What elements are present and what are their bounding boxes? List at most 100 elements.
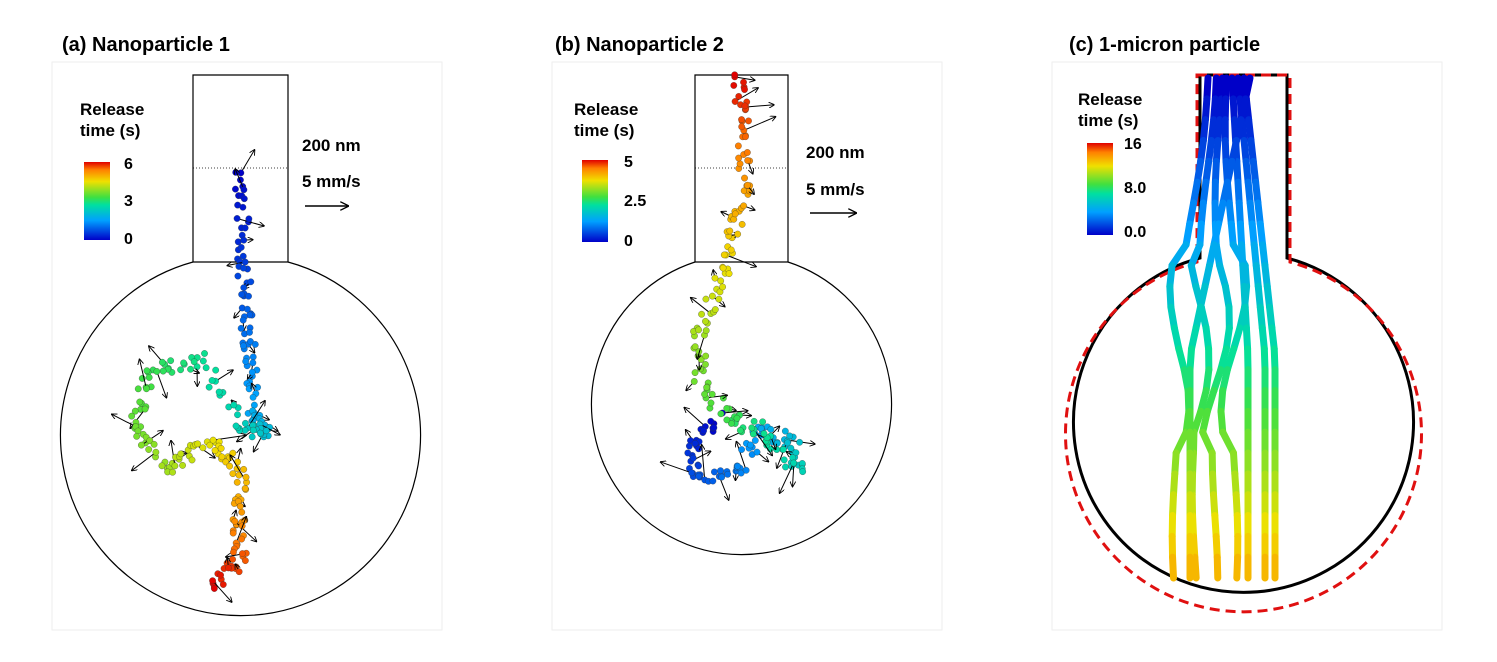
particle-streamtube bbox=[1230, 324, 1244, 353]
particle-streamtube bbox=[1190, 178, 1201, 207]
particle-streamtube bbox=[1223, 345, 1238, 374]
trajectory-b bbox=[660, 71, 815, 501]
particle-position bbox=[190, 358, 198, 366]
particle-position bbox=[248, 368, 256, 376]
particle-position bbox=[781, 427, 789, 435]
particle-position bbox=[736, 160, 744, 168]
particle-streamtube bbox=[1202, 366, 1213, 394]
particle-position bbox=[229, 556, 236, 563]
particle-position bbox=[208, 377, 216, 384]
particle-position bbox=[230, 548, 237, 556]
particle-position bbox=[695, 472, 703, 480]
particle-position bbox=[773, 439, 781, 447]
velocity-arrow bbox=[684, 407, 706, 427]
particle-position bbox=[799, 468, 807, 475]
particle-position bbox=[242, 557, 249, 564]
particle-position bbox=[734, 462, 742, 470]
particle-position bbox=[251, 341, 259, 348]
colorbar-c-mid: 8.0 bbox=[1124, 180, 1147, 197]
velocity-arrow bbox=[691, 298, 712, 314]
particle-position bbox=[702, 352, 710, 360]
particle-position bbox=[738, 116, 745, 123]
colorbar-c bbox=[1087, 143, 1113, 235]
particle-position bbox=[234, 201, 241, 209]
particle-position bbox=[217, 445, 225, 452]
particle-position bbox=[749, 430, 757, 438]
particle-position bbox=[701, 390, 708, 398]
particle-position bbox=[748, 424, 756, 432]
particle-position bbox=[188, 456, 196, 464]
particle-position bbox=[247, 278, 255, 286]
particle-position bbox=[136, 398, 144, 406]
particle-position bbox=[146, 437, 154, 445]
velocity-arrow bbox=[212, 580, 232, 602]
particle-position bbox=[719, 283, 726, 291]
particle-position bbox=[750, 417, 758, 425]
particle-position bbox=[249, 353, 257, 361]
particle-position bbox=[700, 427, 707, 435]
particle-position bbox=[760, 430, 768, 438]
particle-position bbox=[747, 441, 754, 449]
particle-streamtube bbox=[1210, 220, 1222, 249]
particle-position bbox=[691, 440, 699, 447]
particle-position bbox=[725, 270, 733, 277]
particle-position bbox=[697, 365, 704, 373]
particle-position bbox=[689, 454, 697, 462]
particle-streamtube bbox=[1188, 324, 1200, 353]
particle-position bbox=[238, 291, 245, 298]
particle-position bbox=[235, 568, 243, 576]
particle-position bbox=[239, 252, 247, 260]
particle-position bbox=[738, 221, 746, 228]
particle-position bbox=[245, 215, 253, 223]
particle-position bbox=[237, 324, 245, 332]
particle-position bbox=[229, 529, 237, 537]
particle-position bbox=[249, 393, 257, 401]
particle-position bbox=[684, 449, 692, 457]
particle-position bbox=[711, 468, 718, 476]
velocity-arrow bbox=[234, 520, 257, 541]
particle-position bbox=[718, 473, 726, 481]
particle-position bbox=[711, 274, 719, 282]
colorbar-b-title-1: Release bbox=[574, 100, 639, 119]
particle-streamtube bbox=[1192, 303, 1204, 332]
particle-streamtube bbox=[1222, 324, 1233, 353]
particle-streamtube bbox=[1217, 345, 1230, 374]
particle-position bbox=[256, 429, 264, 437]
particle-position bbox=[740, 202, 747, 210]
particle-position bbox=[232, 185, 239, 193]
particle-position bbox=[727, 246, 735, 254]
particle-position bbox=[233, 215, 241, 222]
particle-position bbox=[134, 385, 142, 393]
particle-position bbox=[194, 440, 201, 448]
particle-streamtube bbox=[1202, 157, 1213, 186]
colorbar-c-title-2: time (s) bbox=[1078, 111, 1139, 130]
velocity-arrow bbox=[734, 76, 755, 80]
trajectory-a bbox=[112, 150, 280, 602]
particle-position bbox=[240, 284, 248, 292]
particle-position bbox=[248, 433, 256, 441]
colorbar-b-title-2: time (s) bbox=[574, 121, 635, 140]
particle-position bbox=[741, 102, 749, 110]
particle-position bbox=[707, 399, 715, 407]
particle-position bbox=[246, 329, 253, 336]
scale-length-b: 200 nm bbox=[806, 143, 865, 162]
velocity-arrow bbox=[777, 440, 788, 468]
colorbar-a-title-2: time (s) bbox=[80, 121, 141, 140]
particle-streamtube bbox=[1228, 137, 1240, 165]
particle-position bbox=[237, 244, 245, 251]
velocity-arrow bbox=[702, 445, 706, 480]
particle-position bbox=[744, 157, 752, 164]
particle-position bbox=[691, 343, 699, 351]
particle-position bbox=[177, 366, 184, 374]
vessel-c bbox=[1064, 73, 1423, 614]
velocity-arrow bbox=[259, 423, 280, 435]
particle-streamtube bbox=[1167, 303, 1178, 332]
particle-position bbox=[702, 327, 710, 334]
particle-streamtube bbox=[1168, 241, 1190, 269]
particle-position bbox=[145, 374, 153, 381]
particle-position bbox=[169, 468, 176, 476]
particle-position bbox=[236, 502, 244, 510]
particle-position bbox=[225, 564, 232, 572]
particle-position bbox=[709, 292, 716, 300]
